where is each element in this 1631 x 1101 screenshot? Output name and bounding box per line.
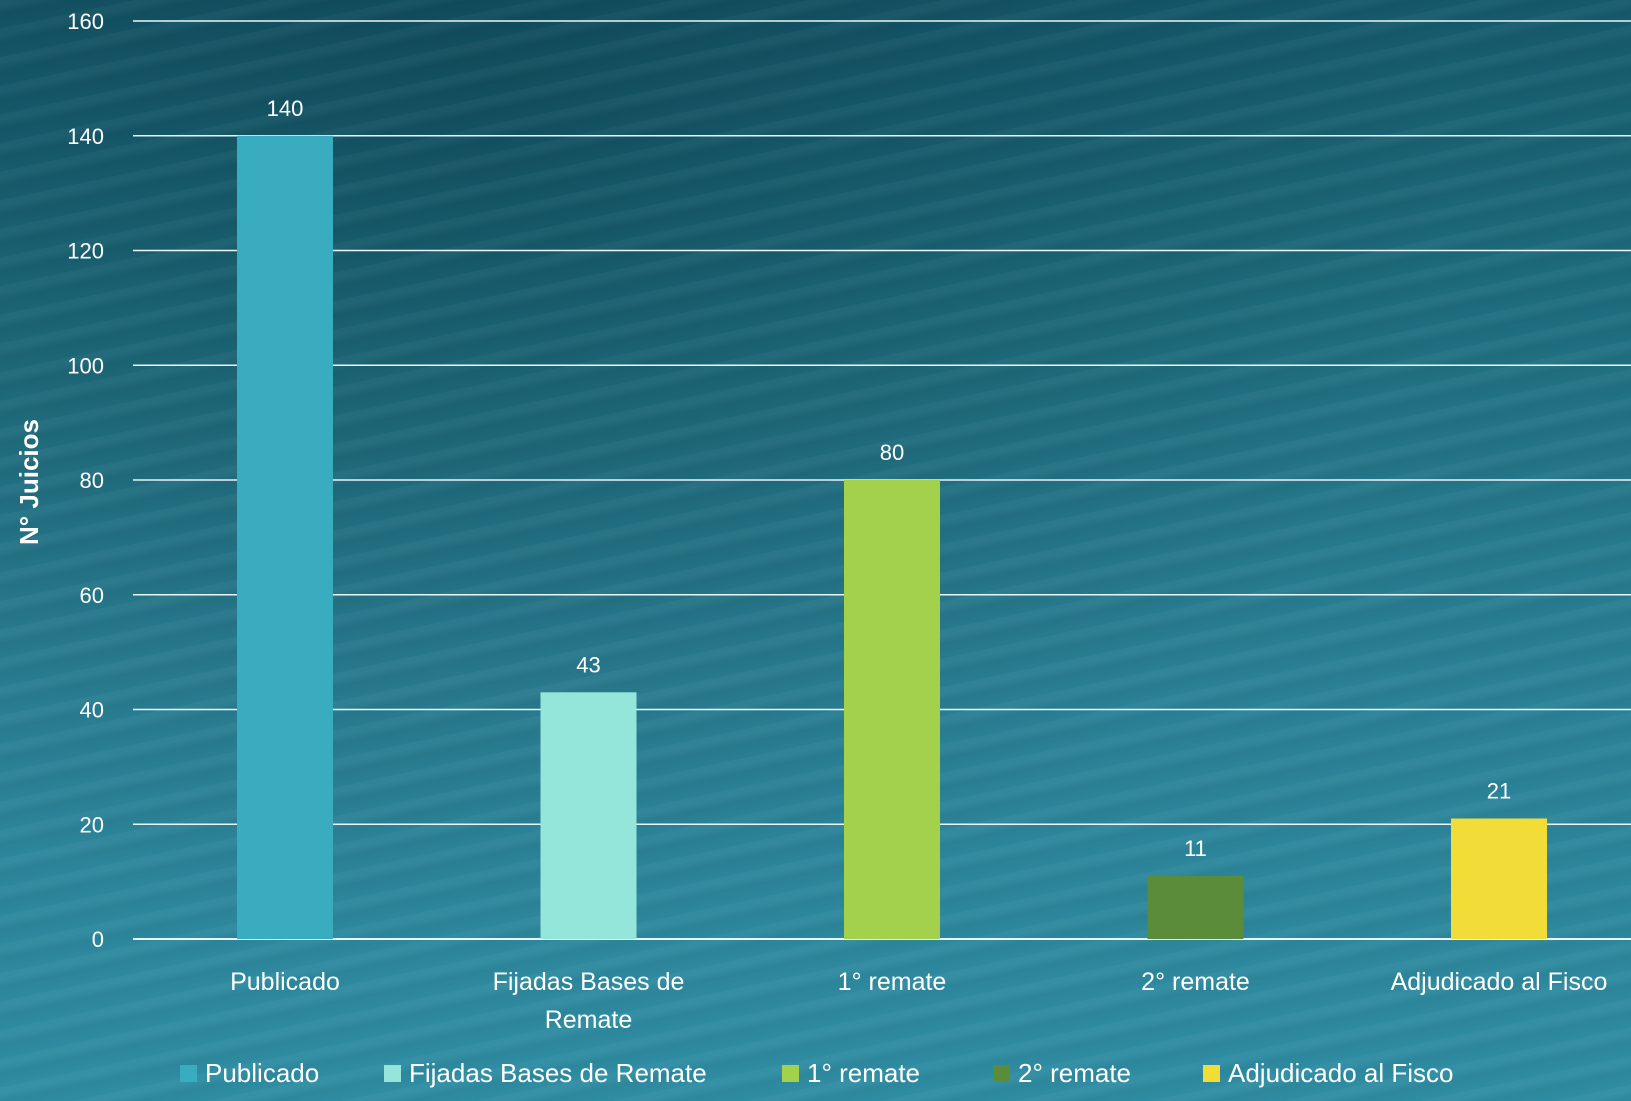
data-label: 43: [576, 652, 600, 677]
x-category-label: Remate: [545, 1006, 633, 1034]
data-labels: 140 43 80 11 21: [267, 96, 1512, 861]
legend-swatch: [1203, 1065, 1220, 1082]
y-tick-label: 60: [80, 583, 104, 608]
y-tick-label: 0: [92, 927, 104, 952]
legend-label: Adjudicado al Fisco: [1228, 1058, 1453, 1088]
bar-4: [1147, 875, 1244, 939]
legend-swatch: [180, 1065, 197, 1082]
legend-swatch: [384, 1065, 401, 1082]
x-category-label: 2° remate: [1141, 968, 1250, 996]
y-tick-label: 20: [80, 812, 104, 837]
bar-3: [844, 480, 940, 939]
data-label: 11: [1184, 836, 1207, 861]
bar-5: [1451, 818, 1547, 939]
data-label: 80: [880, 440, 904, 465]
x-axis-categories: Publicado Fijadas Bases de Remate 1° remate…: [230, 968, 1607, 1034]
legend: Publicado Fijadas Bases de Remate 1° remat…: [180, 1058, 1453, 1088]
legend-swatch: [782, 1065, 799, 1082]
bar-1: [237, 135, 333, 939]
legend-label: Publicado: [205, 1058, 319, 1088]
legend-label: 2° remate: [1018, 1058, 1131, 1088]
x-category-label: 1° remate: [838, 968, 947, 996]
data-label: 21: [1487, 779, 1511, 804]
legend-swatch: [993, 1065, 1010, 1082]
y-tick-label: 120: [67, 239, 104, 264]
x-category-label: Adjudicado al Fisco: [1391, 968, 1608, 996]
x-category-label: Fijadas Bases de: [493, 968, 685, 996]
legend-label: Fijadas Bases de Remate: [409, 1058, 707, 1088]
y-tick-label: 40: [80, 698, 104, 723]
legend-label: 1° remate: [807, 1058, 920, 1088]
y-tick-label: 80: [80, 468, 104, 493]
y-tick-label: 160: [67, 9, 104, 34]
y-tick-label: 100: [67, 353, 104, 378]
data-label: 140: [267, 96, 304, 121]
bars: [237, 135, 1547, 939]
y-axis-title: N° Juicios: [14, 419, 44, 545]
bar-2: [540, 692, 637, 939]
y-axis-ticks: 0 20 40 60 80 100 120 140 160: [67, 9, 104, 952]
x-category-label: Publicado: [230, 968, 340, 996]
y-tick-label: 140: [67, 124, 104, 149]
